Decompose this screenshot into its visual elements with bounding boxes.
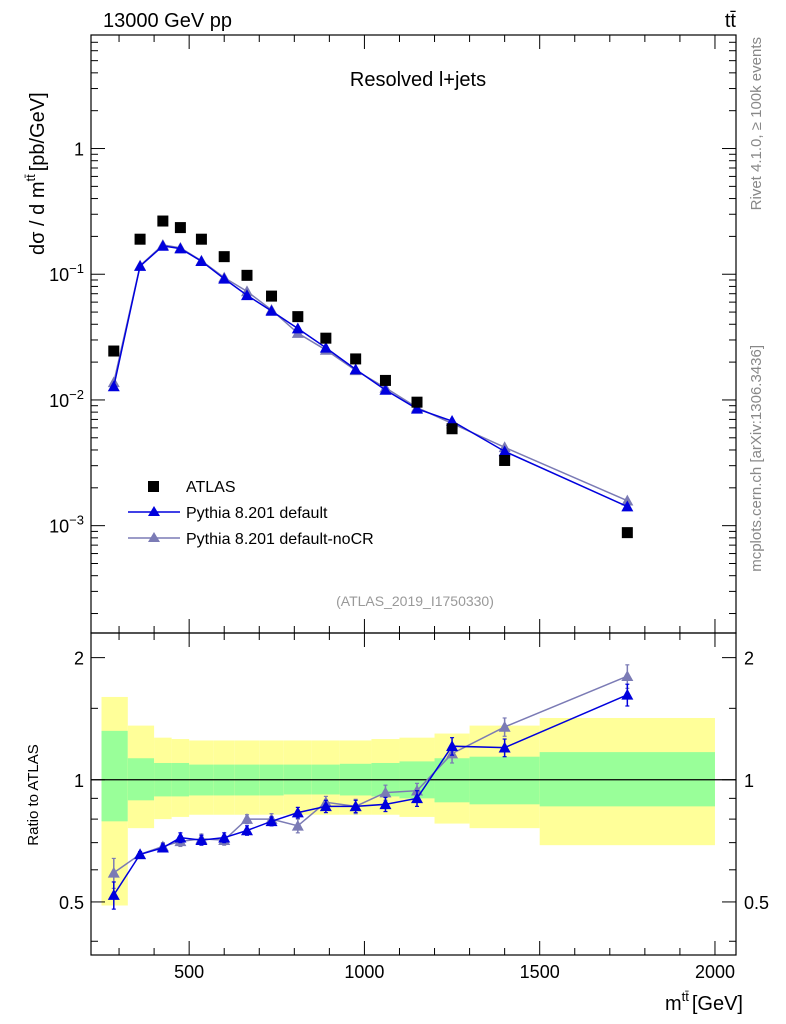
y-tick-label: 10−3: [49, 513, 84, 537]
y-tick-label: 10−1: [49, 261, 84, 285]
series-point: [265, 304, 278, 316]
atlas-data-point: [108, 345, 120, 357]
ratio-point: [174, 831, 187, 843]
atlas-data-point: [350, 353, 362, 365]
ratio-point: [621, 688, 634, 700]
x-tick-label: 1500: [520, 962, 560, 982]
x-tick-label: 500: [174, 962, 204, 982]
x-tick-label: 1000: [344, 962, 384, 982]
atlas-data-point: [320, 332, 332, 344]
series-line: [113, 244, 628, 502]
ratio-point: [446, 740, 459, 751]
series-point: [621, 494, 634, 506]
series-point: [240, 289, 253, 301]
ratio-point: [411, 792, 424, 804]
ratio-tick-label-right: 2: [744, 649, 754, 669]
series-point: [156, 239, 169, 251]
atlas-data-point: [292, 311, 304, 323]
ratio-point: [291, 806, 304, 818]
series-point: [291, 322, 304, 334]
ratio-point: [240, 824, 253, 836]
legend-label-nocr: Pythia 8.201 default-noCR: [186, 531, 374, 548]
ratio-point: [498, 741, 511, 753]
main-panel: 10−3 10−2 10−1 1: [49, 34, 737, 955]
ratio-point: [379, 786, 392, 798]
ratio-point: [349, 800, 362, 812]
ratio-band-inner: [101, 730, 128, 822]
legend-label-default: Pythia 8.201 default: [186, 505, 328, 522]
series-point: [174, 242, 187, 254]
ratio-panel: 0.5 0.5 1 1 2 2 500 1000 1500 2000: [59, 35, 769, 982]
atlas-data-point: [174, 222, 186, 234]
ratio-tick-label-left: 2: [74, 649, 84, 669]
legend-label-atlas: ATLAS: [186, 479, 236, 496]
ratio-point: [107, 889, 120, 900]
atlas-data-point: [134, 233, 146, 245]
ratio-point: [156, 841, 169, 853]
series-point: [218, 272, 231, 284]
y-axis-label: dσ / d mtt̄[pb/GeV]: [23, 92, 49, 255]
ratio-frame: [90, 632, 737, 956]
ratio-point: [498, 720, 511, 732]
atlas-data-point: [241, 269, 253, 281]
ratio-point: [240, 813, 253, 824]
series-point: [195, 255, 208, 266]
ratio-point: [621, 670, 634, 681]
header-process-label: tt̄: [725, 10, 737, 32]
ratio-band-inner: [469, 756, 540, 805]
atlas-data-point: [621, 527, 633, 539]
ratio-y-axis-label: Ratio to ATLAS: [25, 744, 42, 845]
ratio-line: [113, 694, 628, 896]
ratio-tick-label-left: 1: [74, 771, 84, 791]
series-point: [319, 341, 332, 353]
series-point: [411, 402, 424, 414]
atlas-data-point: [446, 423, 458, 435]
atlas-data-point: [411, 396, 423, 408]
legend-marker-default: [148, 506, 160, 516]
atlas-data-point: [266, 290, 278, 302]
atlas-data-point: [379, 374, 391, 386]
ratio-point: [107, 866, 120, 878]
ratio-point: [379, 798, 392, 810]
atlas-data-point: [499, 454, 511, 466]
legend-marker-atlas: [148, 481, 159, 492]
legend: ATLAS Pythia 8.201 default Pythia 8.201 …: [128, 479, 374, 548]
mcplots-citation-label: mcplots.cern.ch [arXiv:1306.3436]: [748, 345, 765, 572]
series-point: [107, 380, 120, 392]
series-point: [349, 363, 362, 375]
atlas-data-point: [157, 215, 169, 227]
atlas-data-point: [218, 251, 230, 263]
ratio-point: [319, 800, 332, 812]
header-energy-label: 13000 GeV pp: [103, 10, 232, 32]
y-tick-label: 1: [74, 140, 84, 160]
ratio-point: [195, 834, 208, 845]
y-tick-label: 10−2: [49, 387, 84, 411]
x-axis-label: mtt̄ [GeV]: [665, 989, 743, 1015]
series-point: [498, 445, 511, 457]
series-point: [446, 415, 459, 426]
series-line: [113, 245, 628, 508]
ratio-tick-label-right: 1: [744, 771, 754, 791]
ratio-point: [265, 815, 278, 827]
series-point: [379, 383, 392, 395]
analysis-id-label: (ATLAS_2019_I1750330): [336, 593, 494, 609]
legend-marker-nocr: [148, 532, 160, 542]
rivet-version-label: Rivet 4.1.0, ≥ 100k events: [748, 37, 765, 210]
ratio-point: [218, 831, 231, 843]
series-point: [621, 500, 634, 512]
ratio-tick-label-right: 0.5: [744, 893, 769, 913]
x-tick-label: 2000: [695, 962, 735, 982]
atlas-data-point: [195, 233, 207, 245]
ratio-point: [291, 819, 304, 831]
chart-title: Resolved l+jets: [350, 69, 486, 91]
ratio-point: [134, 848, 147, 860]
series-point: [134, 260, 147, 271]
ratio-tick-label-left: 0.5: [59, 893, 84, 913]
